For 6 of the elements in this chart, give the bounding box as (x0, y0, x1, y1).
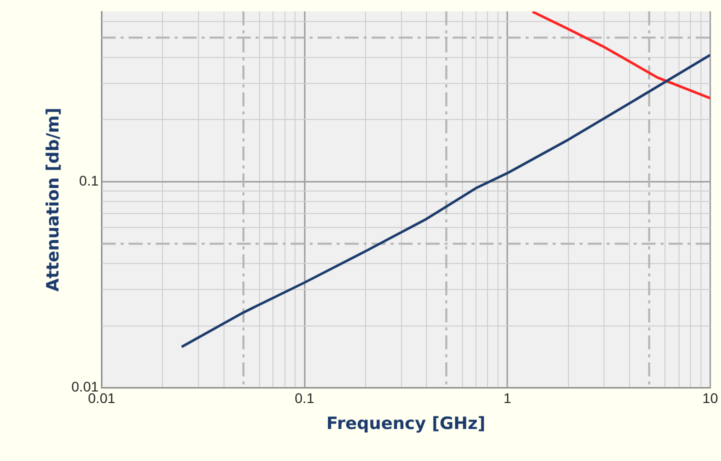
y-axis-title: Attenuation [db/m] (44, 108, 64, 292)
x-tick-label: 0.1 (294, 390, 314, 406)
x-tick-label: 10 (702, 390, 718, 406)
x-tick-label: 1 (503, 390, 512, 406)
x-tick-label: 0.01 (88, 390, 116, 406)
x-axis-title: Frequency [GHz] (326, 414, 486, 434)
